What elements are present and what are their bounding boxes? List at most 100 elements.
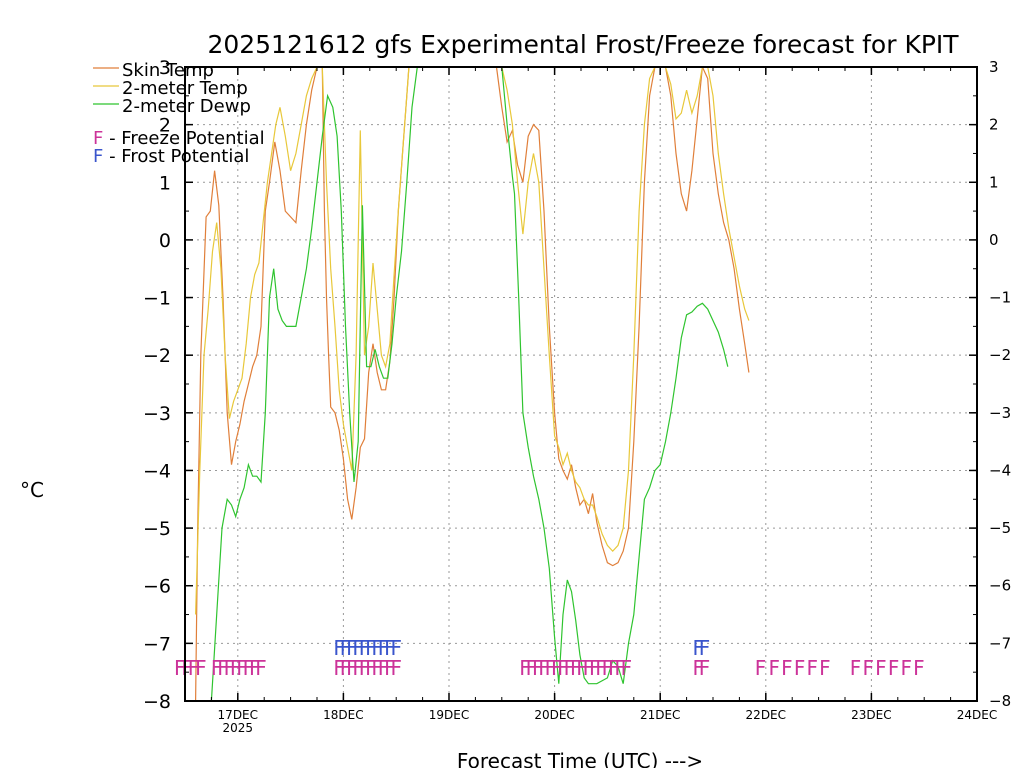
series-line-skin-temp (664, 67, 750, 373)
series-line-skin-temp (495, 67, 656, 567)
frost-mark: F (390, 636, 402, 660)
y-tick-label: −8 (143, 691, 171, 713)
freeze-mark: F (243, 656, 255, 680)
frost-mark: F (340, 636, 352, 660)
freeze-mark: F (236, 656, 248, 680)
freeze-mark: F (532, 656, 544, 680)
y-tick-label: 0 (159, 230, 171, 252)
freeze-mark: F (378, 656, 390, 680)
x-tick-label: 23DEC (851, 708, 891, 722)
frost-mark: F (346, 636, 358, 660)
freeze-mark: F (595, 656, 607, 680)
y-tick-label-right: −7 (989, 634, 1011, 652)
freeze-mark: F (755, 656, 767, 680)
series-line-2-meter-dewp (501, 67, 729, 685)
frost-mark: F (359, 636, 371, 660)
legend-freeze: F - Freeze Potential (93, 128, 265, 149)
grid (185, 67, 977, 701)
x-tick-label: 18DEC (323, 708, 363, 722)
y-tick-label: 2 (159, 115, 171, 137)
series-group (195, 67, 750, 701)
x-axis-label: Forecast Time (UTC) ---> (457, 749, 703, 768)
x-tick-label: 21DEC (640, 708, 680, 722)
y-tick-label-right: 0 (989, 231, 999, 249)
legend-label-2m-temp: 2-meter Temp (122, 78, 248, 99)
frost-mark: F (699, 636, 711, 660)
freeze-mark: F (768, 656, 780, 680)
series-line-2-meter-dewp (210, 67, 418, 701)
freeze-mark: F (888, 656, 900, 680)
freeze-mark: F (255, 656, 267, 680)
y-tick-label-right: −5 (989, 519, 1011, 537)
freeze-mark: F (359, 656, 371, 680)
freeze-mark: F (333, 656, 345, 680)
freeze-mark: F (181, 656, 193, 680)
freeze-mark: F (519, 656, 531, 680)
x-tick-label: 19DEC (429, 708, 469, 722)
freeze-mark: F (195, 656, 207, 680)
y-tick-label-right: −2 (989, 346, 1011, 364)
freeze-mark: F (621, 656, 633, 680)
y-tick-label: −3 (143, 403, 171, 425)
freeze-mark: F (583, 656, 595, 680)
freeze-mark: F (913, 656, 925, 680)
y-tick-label-right: 3 (989, 58, 999, 76)
freeze-mark: F (781, 656, 793, 680)
legend-label-2m-dewp: 2-meter Dewp (122, 96, 251, 117)
y-tick-label-right: 1 (989, 173, 999, 191)
freeze-mark: F (352, 656, 364, 680)
y-tick-label-right: −8 (989, 692, 1011, 710)
freeze-mark: F (576, 656, 588, 680)
frost-mark: F (333, 636, 345, 660)
freeze-mark: F (390, 656, 402, 680)
series-line-skin-temp (195, 67, 318, 701)
freeze-mark: F (174, 656, 186, 680)
series-line-2-meter-temp (664, 67, 750, 321)
freeze-mark: F (545, 656, 557, 680)
y-tick-label: 3 (159, 57, 171, 79)
freeze-mark: F (608, 656, 620, 680)
y-tick-label-right: −1 (989, 289, 1011, 307)
freeze-mark: F (211, 656, 223, 680)
x-tick-sublabel: 2025 (223, 721, 254, 735)
freeze-mark: F (340, 656, 352, 680)
freeze-mark: F (371, 656, 383, 680)
legend-frost: F - Frost Potential (93, 146, 249, 167)
x-tick-label: 22DEC (746, 708, 786, 722)
freeze-mark: F (551, 656, 563, 680)
frost-mark: F (371, 636, 383, 660)
x-tick-label: 20DEC (534, 708, 574, 722)
legend-label-skin: Skin Temp (122, 60, 214, 81)
freeze-mark: F (602, 656, 614, 680)
freeze-mark: F (570, 656, 582, 680)
legend: Skin Temp 2-meter Temp 2-meter Dewp F - … (93, 60, 265, 167)
freeze-mark: F (557, 656, 569, 680)
freeze-mark: F (538, 656, 550, 680)
frost-mark: F (378, 636, 390, 660)
freeze-mark: F (564, 656, 576, 680)
freeze-mark: F (819, 656, 831, 680)
y-tick-label: −5 (143, 518, 171, 540)
x-tick-label: 24DEC (957, 708, 997, 722)
y-axis: −8 −8 −7 −7 −6 −6 −5 −5 −4 −4 −3 −3 −2 −2 −1 −1 0 0 1 1 2 2 3 3 (143, 57, 1011, 713)
freeze-mark: F (188, 656, 200, 680)
y-axis-label: °C (20, 478, 44, 502)
freeze-mark: F (249, 656, 261, 680)
freeze-mark: F (346, 656, 358, 680)
freeze-mark: F (875, 656, 887, 680)
freeze-mark: F (526, 656, 538, 680)
frost-mark: F (384, 636, 396, 660)
y-tick-label-right: −6 (989, 577, 1011, 595)
freeze-mark: F (699, 656, 711, 680)
freeze-mark: F (794, 656, 806, 680)
freeze-mark: F (589, 656, 601, 680)
series-line-2-meter-temp (501, 67, 656, 552)
freeze-mark: F (217, 656, 229, 680)
freeze-mark: F (692, 656, 704, 680)
frost-mark: F (365, 636, 377, 660)
frost-mark: F (692, 636, 704, 660)
y-tick-label: −1 (143, 288, 171, 310)
freeze-mark: F (224, 656, 236, 680)
